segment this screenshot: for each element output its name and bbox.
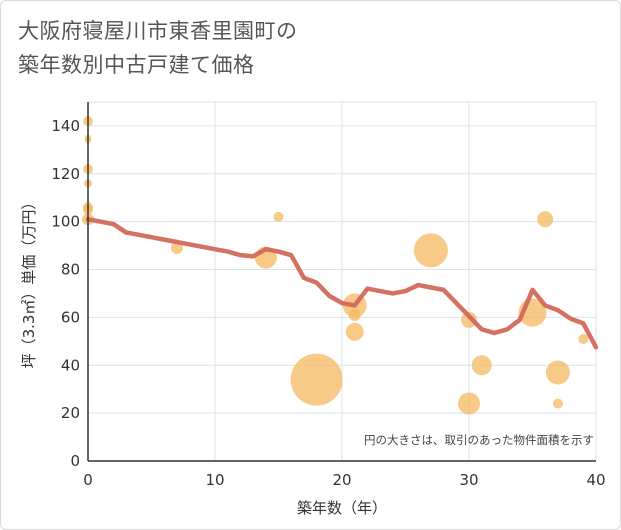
- bubble-series: [82, 116, 589, 415]
- bubble-point: [537, 211, 554, 228]
- legend-note: 円の大きさは、取引のあった物件面積を示す: [364, 433, 594, 447]
- trend-line: [85, 217, 599, 350]
- y-tick-label: 100: [51, 213, 80, 231]
- grid-lines: [88, 101, 597, 461]
- bubble-point: [345, 322, 364, 341]
- x-axis-label: 築年数（年）: [297, 499, 387, 517]
- x-tick-label: 40: [586, 471, 605, 489]
- y-tick-label: 140: [51, 117, 80, 135]
- bubble-point: [170, 241, 183, 254]
- y-tick-label: 60: [61, 308, 80, 326]
- bubble-point: [348, 309, 361, 322]
- y-tick-label: 40: [61, 356, 80, 374]
- bubble-point: [545, 360, 570, 385]
- chart-title-line-1: 大阪府寝屋川市東香里園町の: [18, 19, 298, 43]
- bubble-point: [458, 392, 480, 415]
- bubble-point: [471, 355, 492, 376]
- bubble-point: [290, 353, 343, 406]
- bubble-point: [413, 233, 448, 268]
- bubble-point: [461, 311, 477, 328]
- y-axis-label: 坪（3.3㎡）単価（万円）: [20, 195, 38, 369]
- y-tick-label: 0: [70, 452, 80, 470]
- y-tick-label: 20: [61, 404, 80, 422]
- bubble-point: [273, 211, 284, 222]
- chart-title: 大阪府寝屋川市東香里園町の 築年数別中古戸建て価格: [18, 14, 298, 82]
- trend-series: [85, 217, 599, 350]
- chart-title-line-2: 築年数別中古戸建て価格: [18, 53, 255, 77]
- x-tick-label: 20: [332, 471, 351, 489]
- x-tick-label: 10: [205, 471, 224, 489]
- x-tick-label: 0: [83, 471, 93, 489]
- bubble-point: [552, 398, 563, 409]
- bubble-point: [578, 333, 589, 344]
- y-tick-label: 80: [61, 261, 80, 279]
- axes: [87, 102, 596, 462]
- y-tick-label: 120: [51, 165, 80, 183]
- tick-labels: 0 20 40 60 80 100 120 140 0 10 20 30 40: [51, 117, 605, 489]
- x-tick-label: 30: [459, 471, 478, 489]
